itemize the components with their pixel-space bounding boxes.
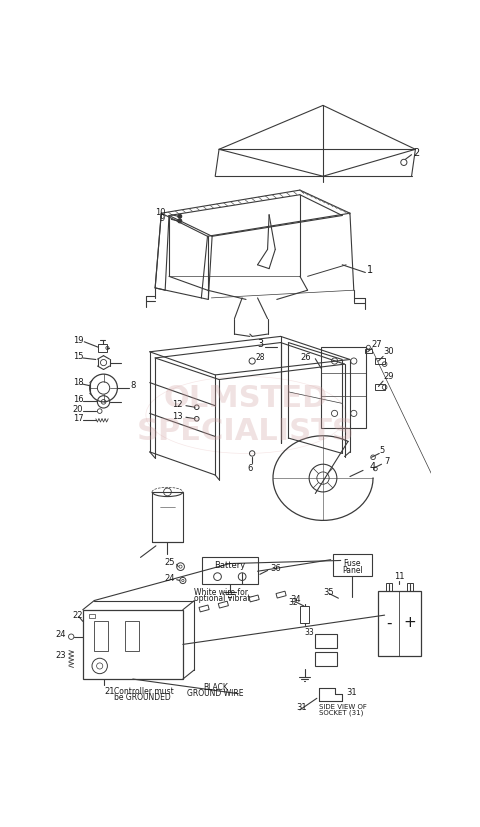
Bar [378,590,421,656]
Text: optional vibrator: optional vibrator [193,595,258,604]
Bar [333,554,372,576]
Text: 24: 24 [165,574,175,583]
Bar [94,621,108,651]
Text: 21: 21 [104,686,115,696]
Circle shape [214,573,221,581]
Bar [199,605,209,612]
Bar [276,591,286,598]
Text: 31: 31 [346,687,357,696]
Bar [386,583,392,590]
Text: 27: 27 [372,340,382,349]
Bar [300,606,309,623]
Text: 36: 36 [271,564,281,572]
Text: 30: 30 [383,347,394,356]
Text: 34: 34 [291,595,301,605]
Circle shape [178,219,182,222]
Text: BLACK: BLACK [203,683,228,692]
Text: 17: 17 [73,414,84,423]
Text: 18: 18 [73,378,84,387]
Text: 32: 32 [289,598,299,607]
Bar [407,583,413,590]
Text: 31: 31 [296,703,307,712]
Text: 9: 9 [160,214,165,223]
Bar [249,595,259,602]
Text: 11: 11 [394,572,405,581]
Text: 16: 16 [73,395,84,404]
Bar [202,557,258,585]
Bar [375,384,384,390]
Circle shape [178,214,182,218]
Text: 10: 10 [155,208,165,217]
Text: 24: 24 [55,630,66,639]
Bar [89,614,95,619]
Text: 22: 22 [73,610,83,619]
Text: 5: 5 [379,446,384,455]
Bar [125,621,139,651]
Text: 4: 4 [369,462,375,472]
Bar [315,634,337,648]
Text: White wire for: White wire for [193,588,248,597]
Text: OLMSTED
SPECIALISTS: OLMSTED SPECIALISTS [137,384,355,447]
Text: 6: 6 [247,464,252,473]
Text: be GROUNDED: be GROUNDED [114,693,170,702]
Text: Controller must: Controller must [114,686,173,696]
Text: 29: 29 [383,372,394,381]
Circle shape [238,573,246,581]
Text: 15: 15 [73,352,83,361]
Text: 7: 7 [384,457,390,466]
Text: Fuse: Fuse [344,559,361,568]
Bar [375,358,384,364]
Bar [315,653,337,666]
Circle shape [177,563,184,571]
Text: 2: 2 [413,148,420,158]
Bar [322,347,366,428]
Text: 20: 20 [73,405,83,414]
Text: 35: 35 [323,587,334,596]
Text: 25: 25 [165,558,175,567]
Text: Panel: Panel [342,566,362,575]
Text: 13: 13 [172,412,183,421]
Bar [152,492,183,542]
Text: 12: 12 [172,400,183,409]
Text: 8: 8 [131,381,136,390]
Text: SOCKET (31): SOCKET (31) [319,710,363,716]
Text: 19: 19 [73,336,83,345]
Text: 26: 26 [300,352,311,361]
Text: 1: 1 [367,265,373,275]
Text: 28: 28 [255,353,265,362]
Text: SIDE VIEW OF: SIDE VIEW OF [319,704,367,710]
Text: 33: 33 [304,628,314,637]
Bar [98,344,108,351]
Bar [83,609,183,679]
Text: -: - [386,615,392,630]
Text: Battery: Battery [214,562,245,571]
Bar [365,349,372,353]
Text: +: + [404,615,416,630]
Text: 23: 23 [55,652,66,661]
Text: 3: 3 [258,339,264,349]
Text: GROUND WIRE: GROUND WIRE [187,689,243,698]
Bar [218,601,228,608]
Circle shape [180,577,186,584]
